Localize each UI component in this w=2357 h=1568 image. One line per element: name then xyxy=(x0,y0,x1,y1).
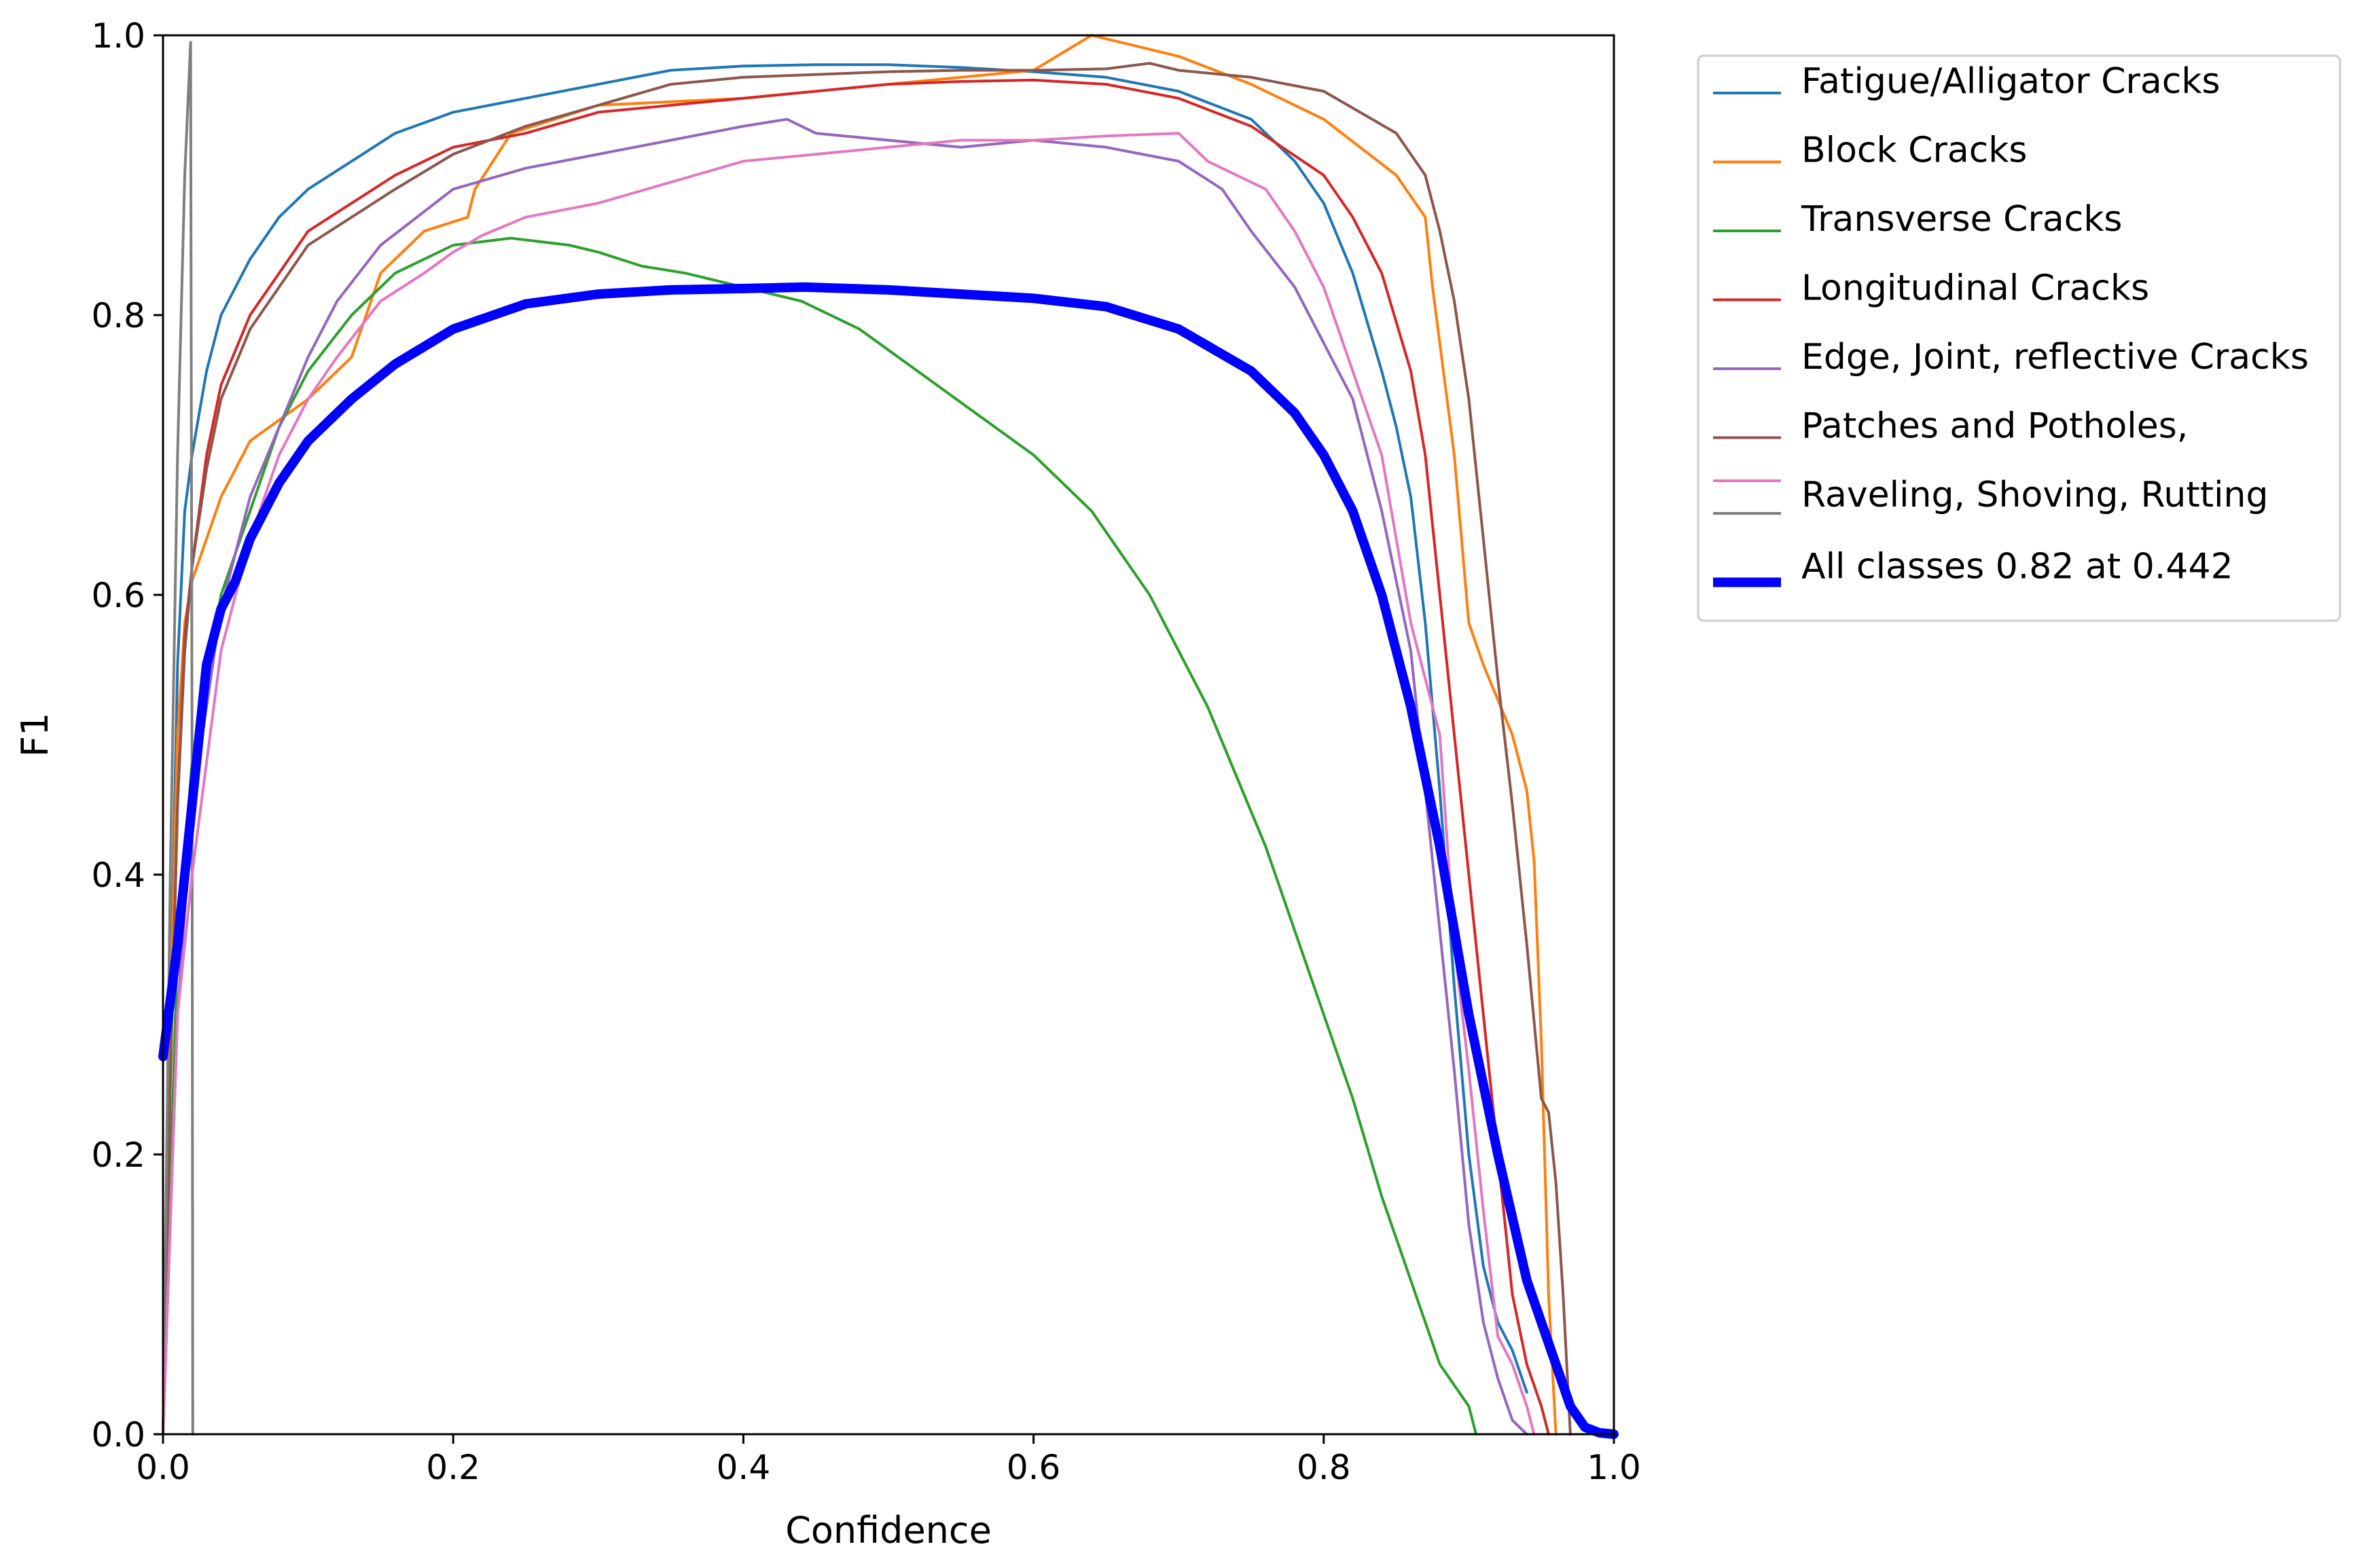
legend-label: Edge, Joint, reflective Cracks xyxy=(1801,337,2309,378)
y-tick-label: 0.4 xyxy=(91,856,145,895)
legend-label: Transverse Cracks xyxy=(1801,199,2123,240)
series-line-block-cracks xyxy=(162,34,1558,1436)
series-line-transverse-cracks xyxy=(162,236,1478,1436)
x-tick-label: 0.0 xyxy=(136,1448,190,1487)
plot-frame xyxy=(162,34,1615,1436)
legend-label: Block Cracks xyxy=(1801,130,2028,171)
y-tick-label: 0.8 xyxy=(91,296,145,335)
legend-label: Patches and Potholes, xyxy=(1801,406,2188,447)
series-line-longitudinal-cracks xyxy=(162,78,1550,1436)
y-tick-label: 1.0 xyxy=(91,16,145,56)
x-tick-label: 0.2 xyxy=(426,1448,480,1487)
series-line-edge-joint-reflective-cracks xyxy=(162,117,1528,1436)
x-tick-label: 1.0 xyxy=(1587,1448,1641,1487)
series-line-fatigue-alligator-cracks xyxy=(162,63,1528,1436)
x-tick-label: 0.4 xyxy=(717,1448,771,1487)
legend-label: All classes 0.82 at 0.442 xyxy=(1801,547,2233,587)
legend-frame xyxy=(1697,54,2341,622)
series-line-raveling-shoving-rutting xyxy=(162,41,194,1436)
y-tick-label: 0.2 xyxy=(91,1135,145,1175)
series-line-patches-and-potholes xyxy=(162,62,1572,1436)
x-axis-label: Confidence xyxy=(785,1509,992,1552)
y-tick-label: 0.0 xyxy=(91,1415,145,1455)
y-axis-label: F1 xyxy=(14,712,56,756)
x-tick-label: 0.8 xyxy=(1297,1448,1351,1487)
series-layer xyxy=(158,34,1619,1439)
series-line-patches-and-potholes-pink xyxy=(162,132,1536,1436)
legend: Fatigue/Alligator Cracks Block Cracks Tran… xyxy=(1697,54,2341,622)
legend-label: Raveling, Shoving, Rutting xyxy=(1801,475,2269,515)
series-line-all-classes-0-82-at-0-442 xyxy=(158,282,1619,1439)
ticks-layer: 0.0 0.2 0.4 0.6 0.8 1.0 0.0 0.2 0.4 0.6 0.8 1.0 xyxy=(91,16,1640,1487)
legend-label: Fatigue/Alligator Cracks xyxy=(1801,61,2220,102)
x-tick-label: 0.6 xyxy=(1007,1448,1061,1487)
legend-label: Longitudinal Cracks xyxy=(1801,268,2149,309)
y-tick-label: 0.6 xyxy=(91,576,145,615)
